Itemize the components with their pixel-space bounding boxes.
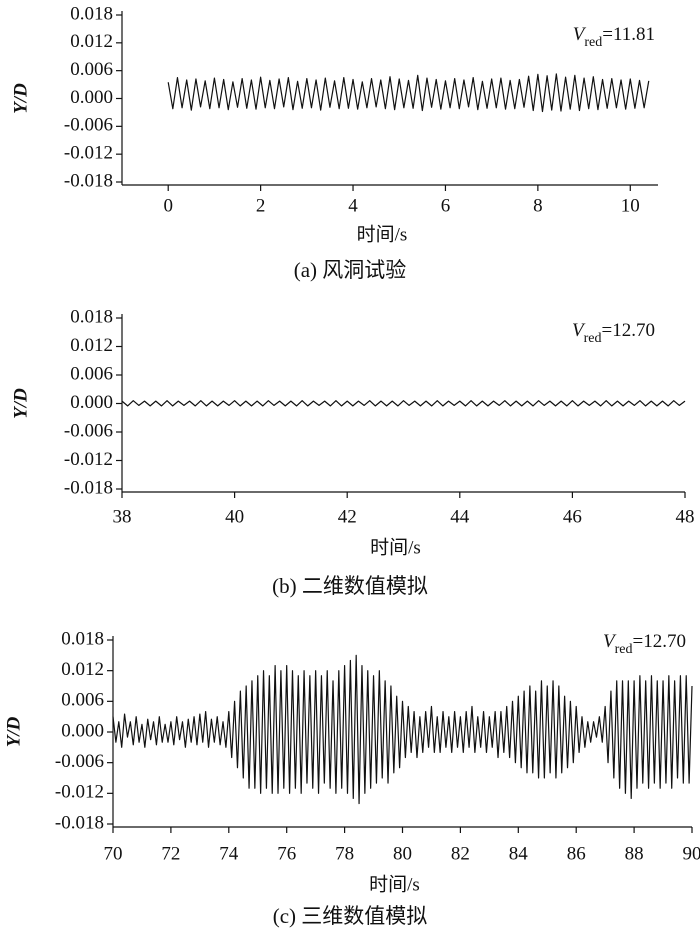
x-tick-label: 10 (621, 195, 640, 216)
y-axis-label: Y/D (3, 716, 24, 747)
y-tick-label: 0.012 (61, 659, 104, 680)
x-tick-label: 72 (161, 843, 180, 864)
annotation-text: =12.70 (633, 631, 686, 652)
x-tick-label: 6 (441, 195, 451, 216)
annotation: Vred=11.81 (573, 24, 655, 50)
y-tick-label: 0.006 (61, 690, 104, 711)
annotation-subscript: red (615, 642, 633, 657)
x-tick-label: 70 (104, 843, 123, 864)
y-tick-label: -0.018 (64, 170, 113, 191)
x-tick-label: 84 (509, 843, 529, 864)
y-tick-label: -0.006 (64, 420, 113, 441)
x-tick-label: 46 (563, 506, 582, 527)
annotation: Vred=12.70 (572, 320, 655, 346)
y-tick-label: 0.000 (61, 720, 104, 741)
x-tick-label: 2 (256, 195, 266, 216)
y-tick-label: -0.018 (64, 477, 113, 498)
y-tick-label: 0.000 (70, 87, 113, 108)
y-tick-label: 0.006 (70, 59, 113, 80)
x-tick-label: 90 (683, 843, 700, 864)
annotation-subscript: red (584, 331, 602, 346)
y-axis-label: Y/D (10, 388, 31, 419)
annotation: Vred=12.70 (603, 631, 686, 657)
annotation-text: =12.70 (602, 320, 655, 341)
y-tick-label: 0.018 (70, 306, 113, 327)
y-tick-label: 0.018 (61, 628, 104, 649)
y-tick-label: -0.012 (64, 449, 113, 470)
x-tick-label: 40 (225, 506, 244, 527)
x-axis-label: 时间/s (370, 536, 421, 558)
y-tick-label: 0.012 (70, 31, 113, 52)
x-tick-label: 86 (567, 843, 586, 864)
x-tick-label: 78 (335, 843, 354, 864)
caption: (b) 二维数值模拟 (272, 574, 428, 598)
x-tick-label: 82 (451, 843, 470, 864)
x-tick-label: 44 (450, 506, 470, 527)
y-tick-label: 0.006 (70, 363, 113, 384)
caption: (c) 三维数值模拟 (273, 904, 428, 928)
y-tick-label: -0.012 (64, 143, 113, 164)
y-tick-label: 0.018 (70, 3, 113, 24)
y-tick-label: 0.000 (70, 392, 113, 413)
signal-line (121, 400, 686, 407)
x-tick-label: 80 (393, 843, 412, 864)
y-tick-label: -0.018 (55, 812, 104, 833)
y-tick-label: 0.012 (70, 335, 113, 356)
y-axis-label: Y/D (10, 83, 31, 114)
x-tick-label: 74 (219, 843, 239, 864)
x-tick-label: 76 (277, 843, 296, 864)
y-tick-label: -0.006 (55, 751, 104, 772)
annotation-text: =11.81 (602, 24, 655, 45)
x-tick-label: 38 (113, 506, 132, 527)
annotation-subscript: red (584, 35, 602, 50)
x-axis-label: 时间/s (357, 223, 408, 245)
x-tick-label: 48 (676, 506, 695, 527)
annotation-symbol: V (573, 24, 587, 45)
caption: (a) 风洞试验 (294, 258, 407, 282)
x-tick-label: 88 (625, 843, 644, 864)
signal-line (167, 73, 650, 113)
x-tick-label: 42 (338, 506, 357, 527)
x-axis-label: 时间/s (369, 873, 420, 895)
annotation-symbol: V (572, 320, 586, 341)
x-tick-label: 4 (348, 195, 358, 216)
signal-line (112, 654, 693, 805)
x-tick-label: 0 (163, 195, 173, 216)
annotation-symbol: V (603, 631, 617, 652)
x-tick-label: 8 (533, 195, 543, 216)
y-tick-label: -0.012 (55, 782, 104, 803)
y-tick-label: -0.006 (64, 115, 113, 136)
